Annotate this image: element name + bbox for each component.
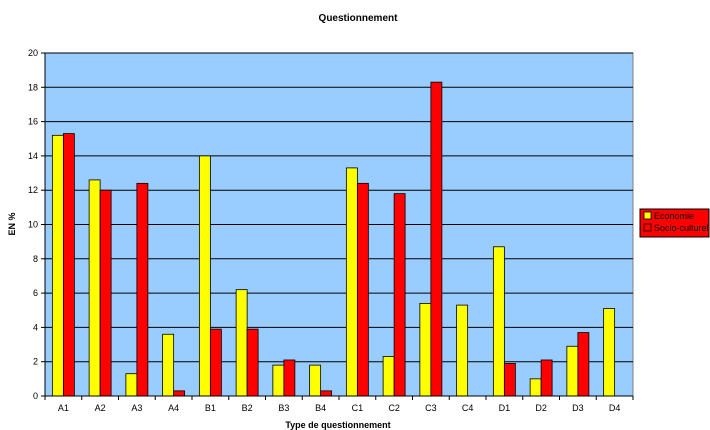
bar-economie-a2 xyxy=(88,179,101,397)
y-tick-label: 8 xyxy=(33,254,38,264)
x-tick-label: A1 xyxy=(58,403,69,413)
y-tick-label: 6 xyxy=(33,288,38,298)
x-axis-label: Type de questionnement xyxy=(285,420,390,430)
bar-socio-culturel-c2 xyxy=(393,193,406,397)
x-tick-label: A3 xyxy=(131,403,142,413)
bar-economie-d4 xyxy=(603,308,616,397)
chart-title: Questionnement xyxy=(319,13,399,24)
x-tick-label: C1 xyxy=(352,403,364,413)
y-tick-label: 4 xyxy=(33,322,38,332)
x-tick-label: D4 xyxy=(609,403,621,413)
bar-socio-culturel-a2 xyxy=(99,189,112,397)
bar-socio-culturel-c1 xyxy=(356,182,369,397)
bar-economie-c3 xyxy=(419,302,432,397)
x-tick-label: B1 xyxy=(205,403,216,413)
x-tick-label: C3 xyxy=(425,403,437,413)
bar-economie-c2 xyxy=(382,356,395,397)
bar-socio-culturel-b1 xyxy=(209,328,222,397)
bar-socio-culturel-a3 xyxy=(136,182,149,397)
x-tick-label: C2 xyxy=(388,403,400,413)
legend-box xyxy=(639,208,710,238)
bar-economie-d3 xyxy=(566,345,579,397)
bar-economie-b1 xyxy=(198,155,211,397)
bar-socio-culturel-a4 xyxy=(173,390,186,397)
legend-label-economie: Economie xyxy=(654,211,694,221)
bar-economie-a4 xyxy=(162,333,175,397)
y-tick-label: 12 xyxy=(28,185,38,195)
y-tick-label: 14 xyxy=(28,151,38,161)
bar-economie-d2 xyxy=(529,378,542,397)
x-tick-label: C4 xyxy=(462,403,474,413)
bar-economie-c4 xyxy=(456,304,469,397)
bar-economie-b4 xyxy=(309,364,322,397)
x-tick-label: B4 xyxy=(315,403,326,413)
bar-socio-culturel-d1 xyxy=(503,363,516,397)
bar-economie-b3 xyxy=(272,364,285,397)
y-tick-label: 18 xyxy=(28,82,38,92)
y-tick-label: 16 xyxy=(28,117,38,127)
bar-economie-a3 xyxy=(125,373,138,397)
x-tick-label: D3 xyxy=(572,403,584,413)
x-tick-label: B3 xyxy=(278,403,289,413)
x-tick-label: B2 xyxy=(242,403,253,413)
y-tick-label: 10 xyxy=(28,220,38,230)
legend-swatch-socio-culturel xyxy=(643,223,652,232)
x-tick-label: A4 xyxy=(168,403,179,413)
legend-swatch-economie xyxy=(643,211,652,220)
plot-area: 0 2 4 6 8 10 12 14 16 18 20 A1 A2 A3 A4 B1 B2 B3 B4 C1 C2 C3 C… xyxy=(28,48,634,413)
bar-economie-b2 xyxy=(235,289,248,397)
bar-economie-c1 xyxy=(345,167,358,397)
bar-socio-culturel-a1 xyxy=(62,133,75,397)
bar-socio-culturel-c3 xyxy=(430,81,443,397)
y-tick-label: 2 xyxy=(33,357,38,367)
bar-economie-d1 xyxy=(492,246,505,397)
x-tick-label: A2 xyxy=(95,403,106,413)
legend-label-socio-culturel: Socio-culturel xyxy=(654,223,709,233)
bar-socio-culturel-b2 xyxy=(246,328,259,397)
y-tick-label: 0 xyxy=(33,391,38,401)
bar-socio-culturel-b3 xyxy=(283,359,296,397)
bar-socio-culturel-d2 xyxy=(540,359,553,397)
x-tick-label: D2 xyxy=(535,403,547,413)
x-tick-label: D1 xyxy=(499,403,511,413)
bar-economie-a1 xyxy=(51,134,64,397)
y-tick-label: 20 xyxy=(28,48,38,58)
bar-socio-culturel-b4 xyxy=(320,390,333,397)
bar-socio-culturel-d3 xyxy=(577,332,590,397)
legend: Economie Socio-culturel xyxy=(639,208,710,238)
y-axis-label: EN % xyxy=(7,212,17,235)
